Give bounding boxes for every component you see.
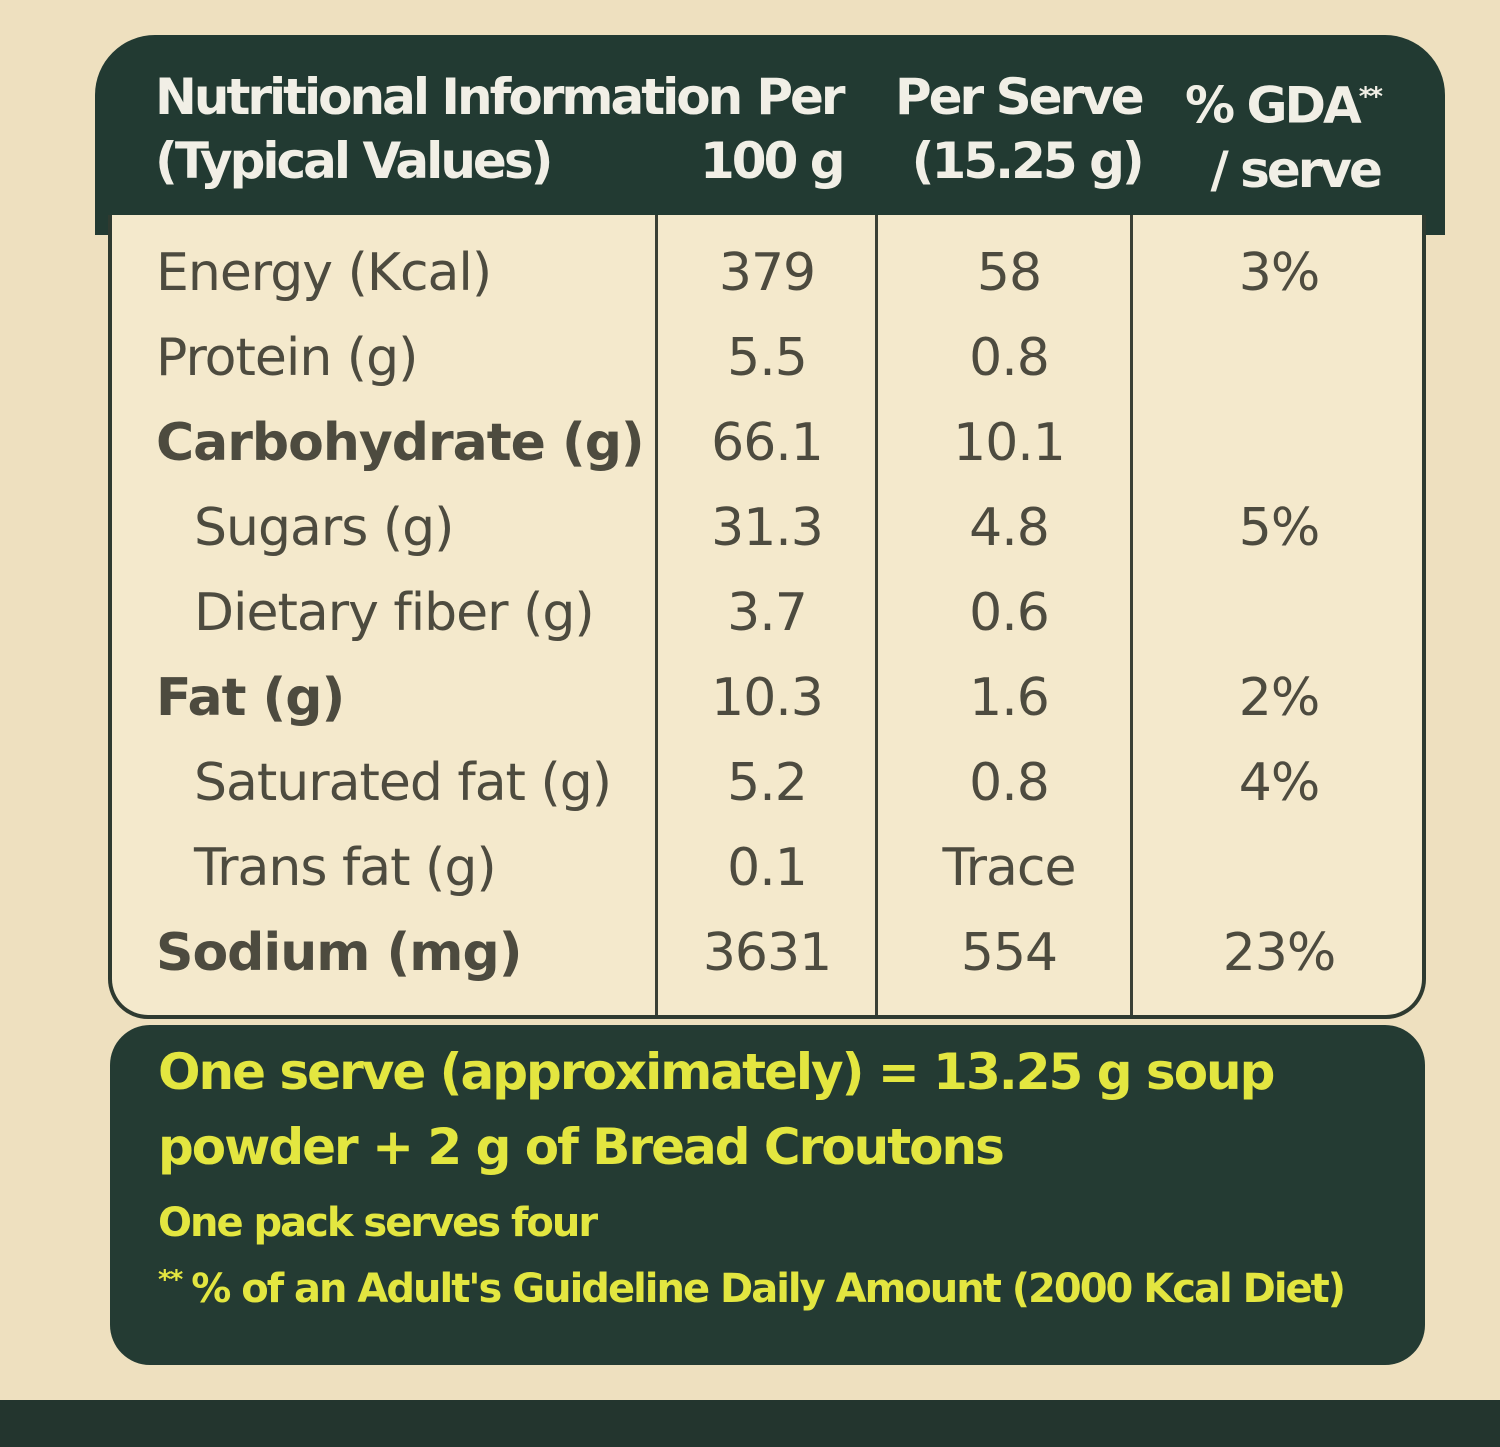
nutrient-value: 66.1 (711, 413, 824, 473)
nutrient-value: 3631 (702, 923, 832, 983)
nutrient-value: 379 (718, 243, 816, 303)
nutrient-name: Carbohydrate (g) (156, 413, 645, 473)
nutrient-value: 31.3 (711, 498, 824, 558)
nutrient-name: Dietary fiber (g) (194, 583, 595, 643)
nutrient-value: 5% (1238, 498, 1320, 558)
nutrient-value: 0.8 (969, 753, 1050, 813)
nutrient-name: Protein (g) (156, 328, 418, 388)
nutrient-value: 0.8 (969, 328, 1050, 388)
footnote-mark: ** (158, 1265, 183, 1295)
nutrient-value: 23% (1222, 923, 1337, 983)
nutrient-name: Fat (g) (156, 668, 345, 728)
column-header: Per 100 g (700, 65, 846, 193)
header-panel: Nutritional Information (Typical Values) P… (95, 35, 1445, 235)
nutrient-value: Trace (942, 838, 1077, 898)
footnote: ** % of an Adult's Guideline Daily Amount… (158, 1265, 1346, 1313)
footer-panel: One serve (approximately) = 13.25 g soup… (110, 1025, 1425, 1365)
nutrient-name: Sodium (mg) (156, 923, 522, 983)
nutrient-value: 554 (960, 923, 1058, 983)
header-line: 100 g (700, 132, 846, 190)
column-header: % GDA** / serve (1185, 65, 1383, 202)
header-line: (15.25 g) (911, 132, 1145, 190)
package-band (0, 1400, 1500, 1447)
header-line: / serve (1210, 140, 1383, 199)
serving-text: powder + 2 g of Bread Croutons (158, 1118, 1005, 1176)
nutrient-value: 3% (1238, 243, 1320, 303)
header-line: % GDA** (1185, 76, 1383, 135)
header-line: (Typical Values) (155, 132, 553, 190)
nutrient-value: 3.7 (727, 583, 808, 643)
footnote-text: % of an Adult's Guideline Daily Amount (… (191, 1266, 1346, 1313)
footnote-mark: ** (1358, 82, 1383, 112)
nutrient-value: 0.6 (969, 583, 1050, 643)
column-header: Per Serve (15.25 g) (895, 65, 1145, 193)
serving-text: One serve (approximately) = 13.25 g soup (158, 1043, 1275, 1101)
column-divider (875, 215, 878, 1015)
nutrient-name: Energy (Kcal) (156, 243, 492, 303)
nutrient-value: 0.1 (727, 838, 808, 898)
nutrient-value: 10.3 (711, 668, 824, 728)
nutrient-value: 58 (976, 243, 1042, 303)
column-divider (1130, 215, 1133, 1015)
nutrient-value: 1.6 (969, 668, 1050, 728)
column-header: Nutritional Information (Typical Values) (155, 65, 743, 193)
nutrient-value: 5.2 (727, 753, 808, 813)
pack-text: One pack serves four (158, 1200, 598, 1246)
nutrient-value: 4.8 (969, 498, 1050, 558)
header-line: Per Serve (895, 68, 1145, 126)
nutrient-name: Saturated fat (g) (194, 753, 612, 813)
nutrient-value: 10.1 (953, 413, 1066, 473)
nutrient-name: Trans fat (g) (194, 838, 497, 898)
column-divider (655, 215, 658, 1015)
header-line: Per (756, 68, 845, 126)
nutrient-value: 4% (1238, 753, 1320, 813)
nutrient-value: 2% (1238, 668, 1320, 728)
header-line: Nutritional Information (155, 68, 743, 126)
nutrient-value: 5.5 (727, 328, 808, 388)
nutrition-table: Energy (Kcal) 379 58 3% Protein (g) 5.5 0.8 Car… (108, 215, 1426, 1019)
nutrient-name: Sugars (g) (194, 498, 454, 558)
